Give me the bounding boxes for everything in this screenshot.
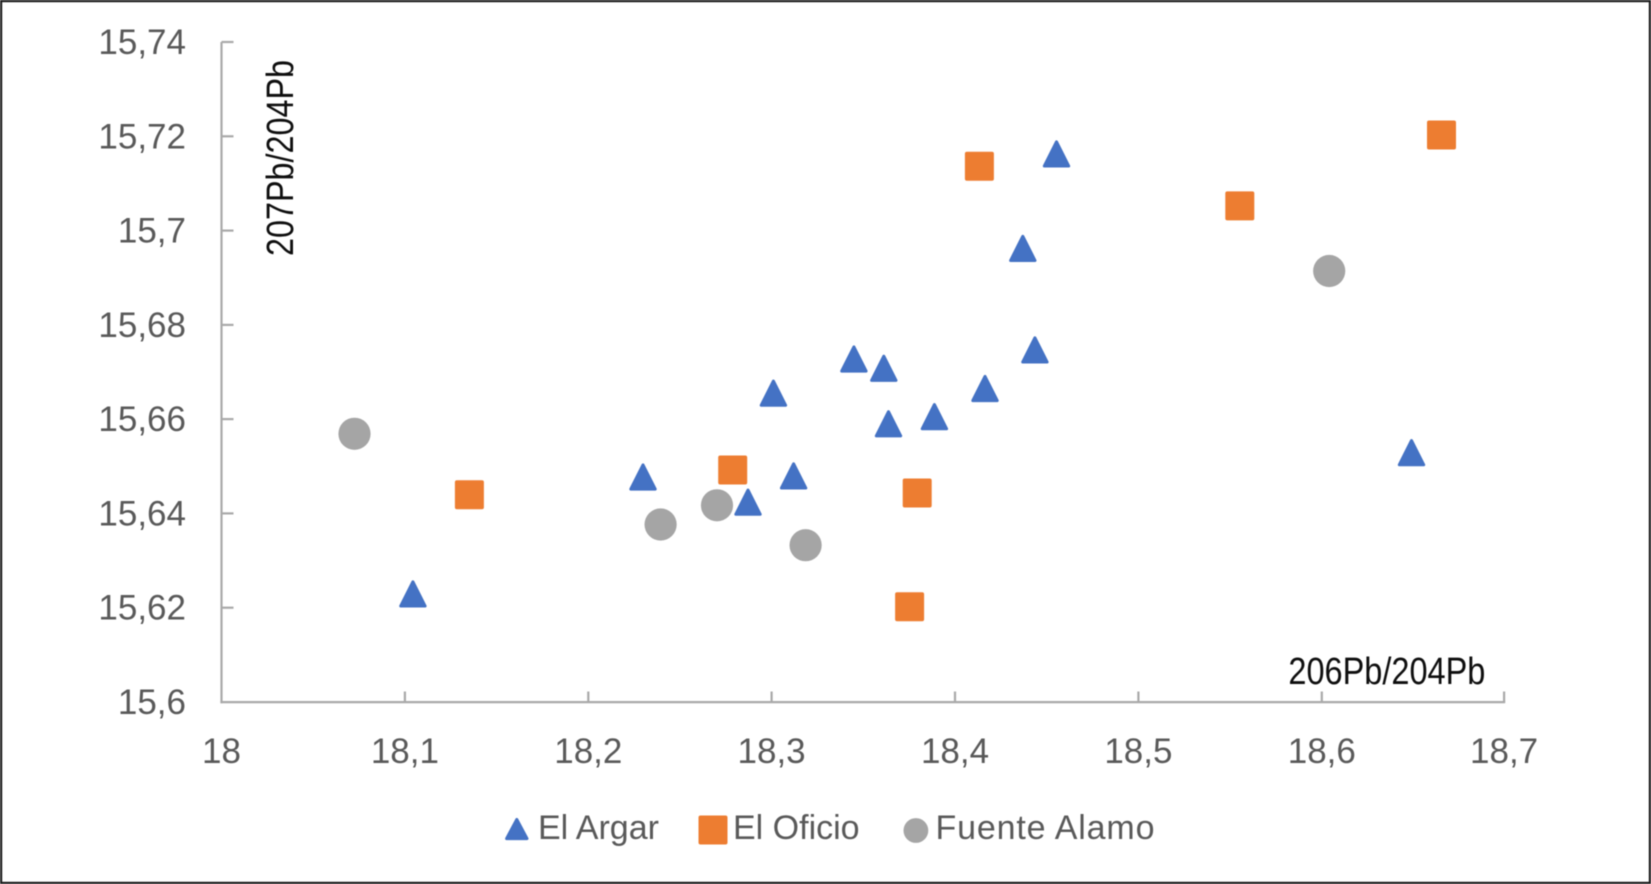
svg-text:15,64: 15,64 [98,494,186,533]
svg-text:18,1: 18,1 [371,732,439,771]
svg-text:18,3: 18,3 [738,732,806,771]
svg-text:15,68: 15,68 [98,306,186,345]
svg-text:18,4: 18,4 [921,732,989,771]
svg-text:15,7: 15,7 [118,212,186,251]
svg-text:18,2: 18,2 [554,732,622,771]
svg-text:15,74: 15,74 [98,23,186,62]
svg-text:El Oficio: El Oficio [733,809,860,847]
svg-text:18,6: 18,6 [1288,732,1356,771]
svg-text:15,6: 15,6 [118,683,186,722]
svg-text:15,66: 15,66 [98,400,186,439]
svg-text:18,7: 18,7 [1470,732,1538,771]
svg-text:15,62: 15,62 [98,589,186,628]
svg-text:15,72: 15,72 [98,117,186,156]
svg-text:207Pb/204Pb: 207Pb/204Pb [260,60,302,256]
svg-text:206Pb/204Pb: 206Pb/204Pb [1288,651,1485,693]
svg-text:El Argar: El Argar [538,809,659,847]
svg-text:18,5: 18,5 [1104,732,1172,771]
svg-text:Fuente Alamo: Fuente Alamo [936,809,1155,847]
svg-text:18: 18 [202,732,241,771]
